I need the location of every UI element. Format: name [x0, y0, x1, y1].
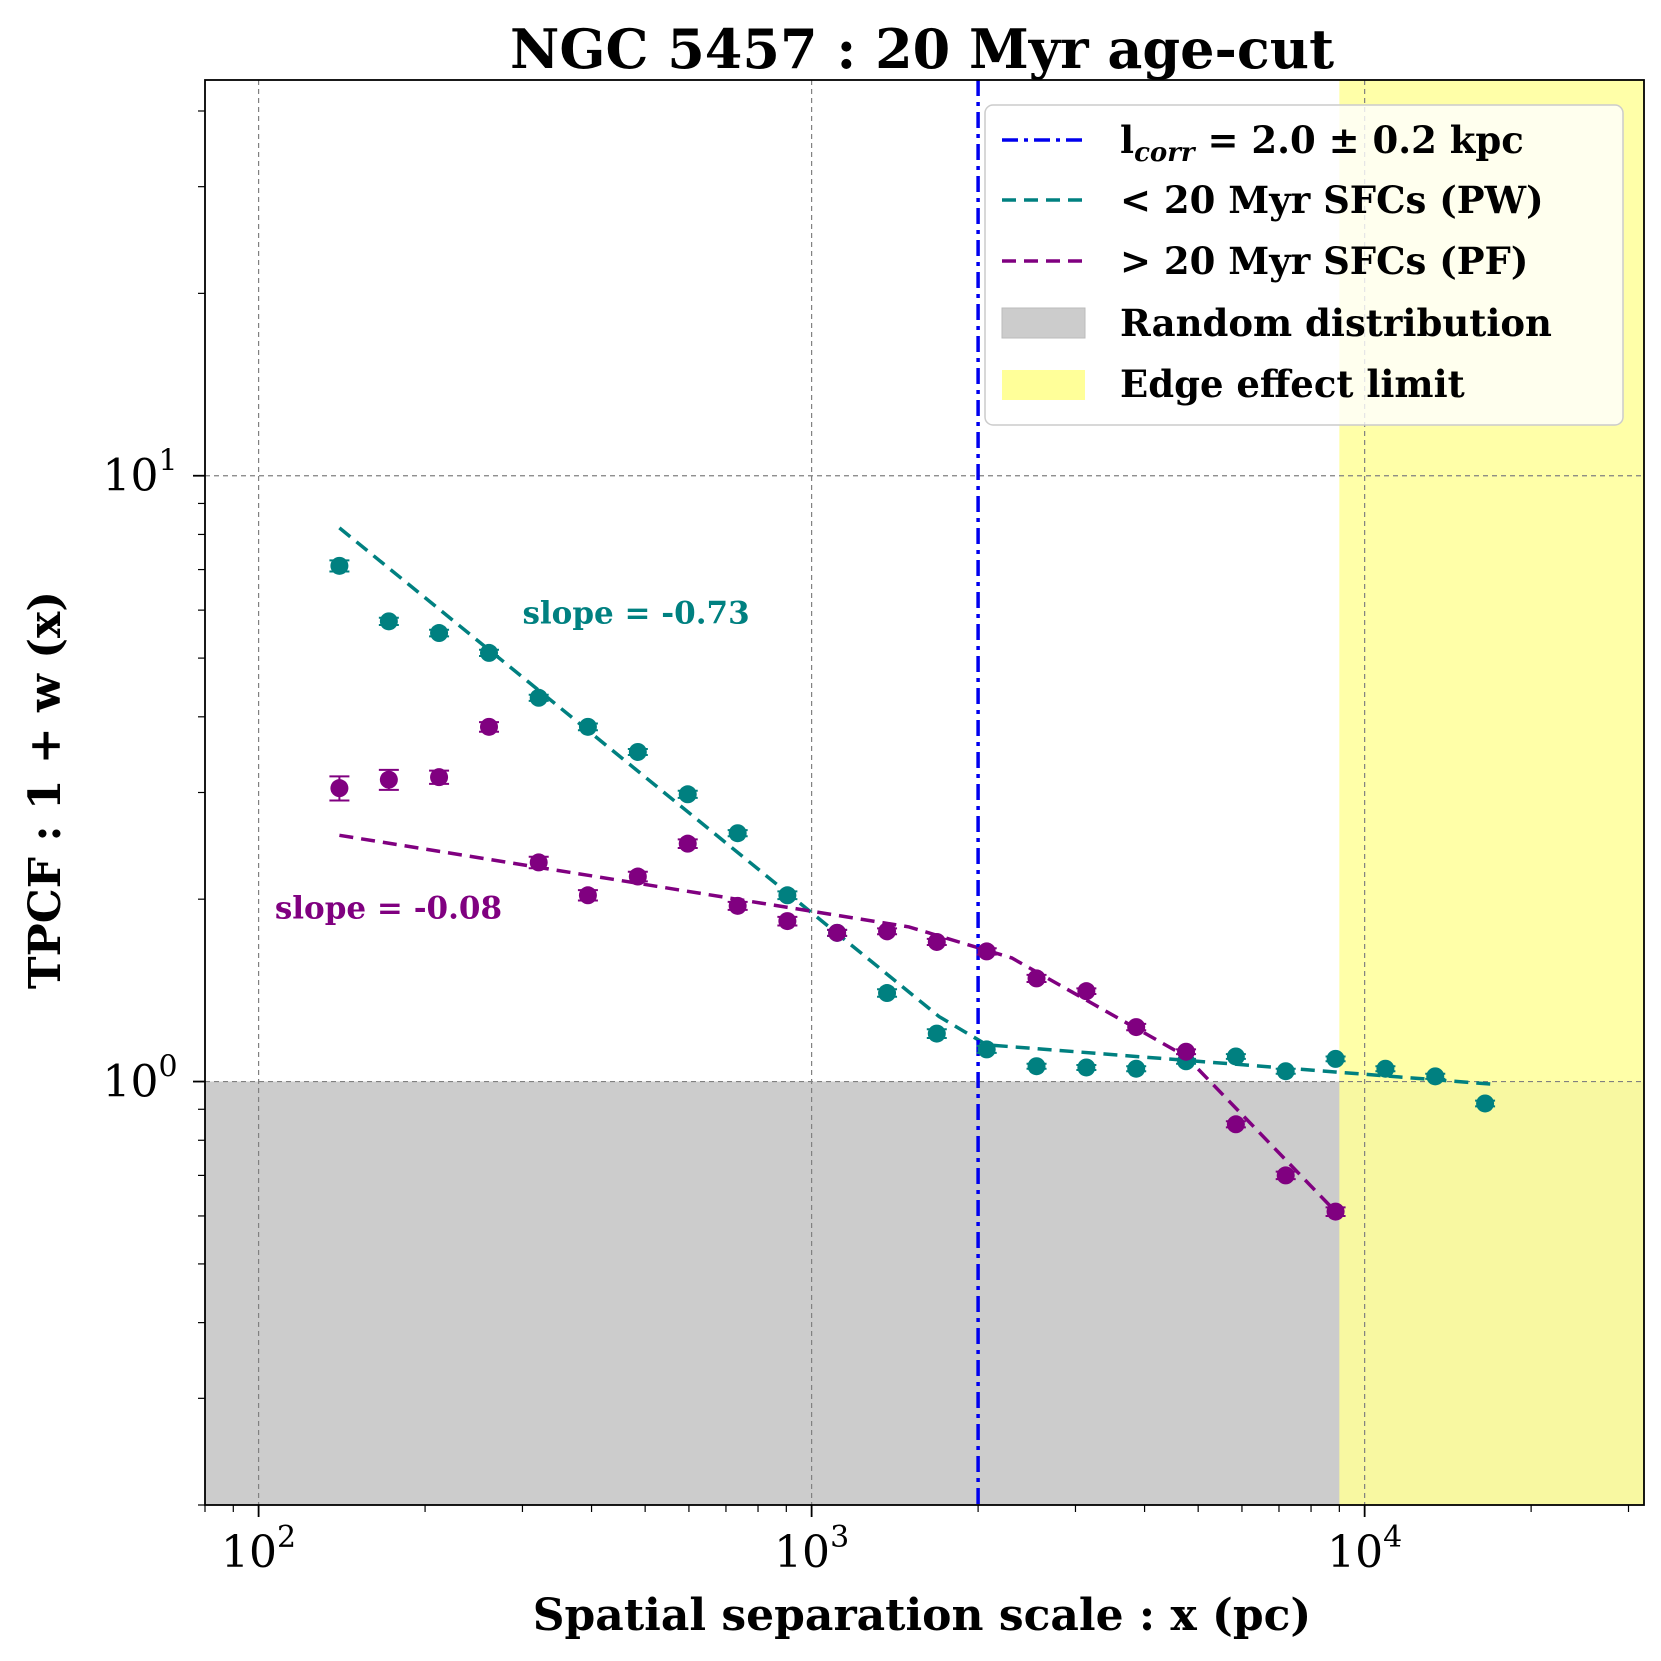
data-point — [430, 768, 449, 787]
data-point — [1077, 982, 1096, 1001]
data-point — [728, 824, 747, 843]
data-point — [1027, 969, 1046, 988]
fit-line — [339, 833, 1337, 1213]
y-tick-label: 100 — [102, 1050, 177, 1108]
data-point — [977, 1040, 996, 1059]
data-point — [927, 1024, 946, 1043]
legend-random-label: Random distribution — [1120, 301, 1552, 345]
legend-corr-label: lcorr = 2.0 ± 0.2 kpc — [1120, 118, 1524, 168]
data-point — [628, 867, 647, 886]
data-point — [1276, 1062, 1295, 1081]
x-axis-label: Spatial separation scale : x (pc) — [533, 1590, 1311, 1641]
x-tick-label: 102 — [221, 1520, 296, 1578]
pw-slope-annotation: slope = -0.73 — [522, 596, 749, 632]
data-point — [1476, 1094, 1495, 1113]
data-point — [1226, 1047, 1245, 1066]
data-point — [1127, 1018, 1146, 1037]
data-point — [1376, 1059, 1395, 1078]
data-point — [778, 886, 797, 905]
data-point — [728, 896, 747, 915]
legend-edge-label: Edge effect limit — [1120, 362, 1465, 406]
data-point — [1326, 1202, 1345, 1221]
data-point — [678, 785, 697, 804]
legend-edge-swatch — [1002, 370, 1085, 400]
data-point — [578, 886, 597, 905]
data-point — [828, 923, 847, 942]
fit-line — [338, 526, 1493, 1086]
data-point — [379, 770, 398, 789]
legend-random-swatch — [1001, 307, 1086, 339]
data-point — [1426, 1067, 1445, 1086]
data-point — [1326, 1049, 1345, 1068]
data-point — [1226, 1115, 1245, 1134]
data-point — [927, 932, 946, 951]
legend-pf-label: > 20 Myr SFCs (PF) — [1120, 239, 1528, 283]
chart-title: NGC 5457 : 20 Myr age-cut — [510, 17, 1334, 81]
data-point — [977, 942, 996, 961]
data-point — [878, 984, 897, 1003]
data-point — [529, 688, 548, 707]
y-axis-label: TPCF : 1 + w (x) — [20, 591, 71, 989]
data-point — [1077, 1058, 1096, 1077]
data-point — [430, 624, 449, 643]
data-point — [330, 779, 349, 798]
data-point — [878, 922, 897, 941]
data-point — [480, 643, 499, 662]
data-point — [578, 717, 597, 736]
legend-pw-label: < 20 Myr SFCs (PW) — [1120, 178, 1544, 222]
data-point — [678, 834, 697, 853]
data-point — [330, 556, 349, 575]
x-tick-label: 104 — [1327, 1520, 1402, 1578]
data-point — [480, 717, 499, 736]
data-point — [778, 912, 797, 931]
axis-ticks: 102 103 104 100 101 — [102, 110, 1630, 1578]
pf-slope-annotation: slope = -0.08 — [275, 890, 502, 926]
legend-box — [984, 104, 1624, 426]
data-points — [329, 556, 1496, 1221]
data-point — [379, 612, 398, 631]
data-point — [1276, 1166, 1295, 1185]
data-point — [529, 853, 548, 872]
data-point — [1127, 1059, 1146, 1078]
x-tick-label: 103 — [774, 1520, 849, 1578]
y-tick-label: 101 — [102, 444, 177, 502]
legend: lcorr = 2.0 ± 0.2 kpc < 20 Myr SFCs (PW)… — [984, 104, 1624, 426]
data-point — [628, 742, 647, 761]
data-point — [1027, 1057, 1046, 1076]
data-point — [1177, 1042, 1196, 1061]
